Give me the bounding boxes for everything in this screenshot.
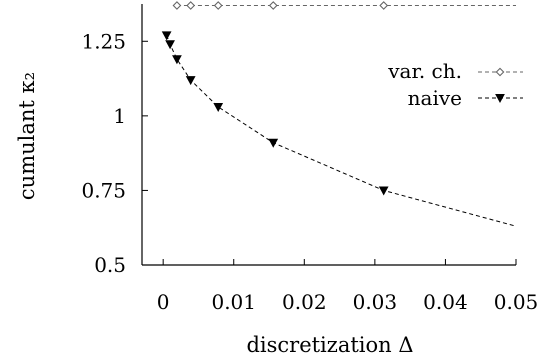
marker-naive [165, 40, 175, 50]
y-axis-ticks: 0.5 0.75 1 1.25 [81, 29, 148, 277]
x-axis-label: discretization Δ [246, 333, 413, 357]
x-tick-label: 0.04 [423, 290, 468, 314]
series-line-naive [166, 35, 517, 227]
x-tick-label: 0.05 [494, 290, 539, 314]
x-tick-label: 0.02 [282, 290, 327, 314]
marker-naive [172, 55, 182, 65]
legend: var. ch. naive [387, 59, 523, 110]
x-tick-label: 0.03 [353, 290, 398, 314]
marker-var-ch [186, 1, 196, 10]
marker-naive [185, 76, 196, 86]
x-tick-label: 0 [157, 290, 170, 314]
marker-var-ch [268, 1, 278, 10]
marker-var-ch [172, 1, 182, 10]
y-tick-label: 1 [113, 104, 126, 128]
legend-marker-var-ch [495, 67, 505, 77]
y-tick-label: 1.25 [81, 29, 126, 53]
series-markers [161, 1, 389, 196]
marker-var-ch [213, 1, 223, 10]
chart-axes [141, 4, 516, 266]
y-tick-label: 0.5 [94, 253, 126, 277]
legend-label-naive: naive [408, 86, 462, 110]
marker-naive [268, 138, 279, 148]
y-tick-label: 0.75 [81, 178, 126, 202]
x-tick-label: 0.01 [211, 290, 256, 314]
series-lines [166, 4, 517, 227]
legend-label-var-ch: var. ch. [387, 59, 462, 83]
x-axis-ticks: 0 0.01 0.02 0.03 0.04 0.05 [157, 259, 538, 314]
marker-naive [161, 31, 172, 41]
marker-naive [213, 102, 224, 112]
marker-naive [378, 186, 389, 196]
y-axis-label: cumulant κ₂ [15, 72, 39, 200]
legend-marker-naive [495, 94, 505, 104]
marker-var-ch [379, 1, 389, 10]
